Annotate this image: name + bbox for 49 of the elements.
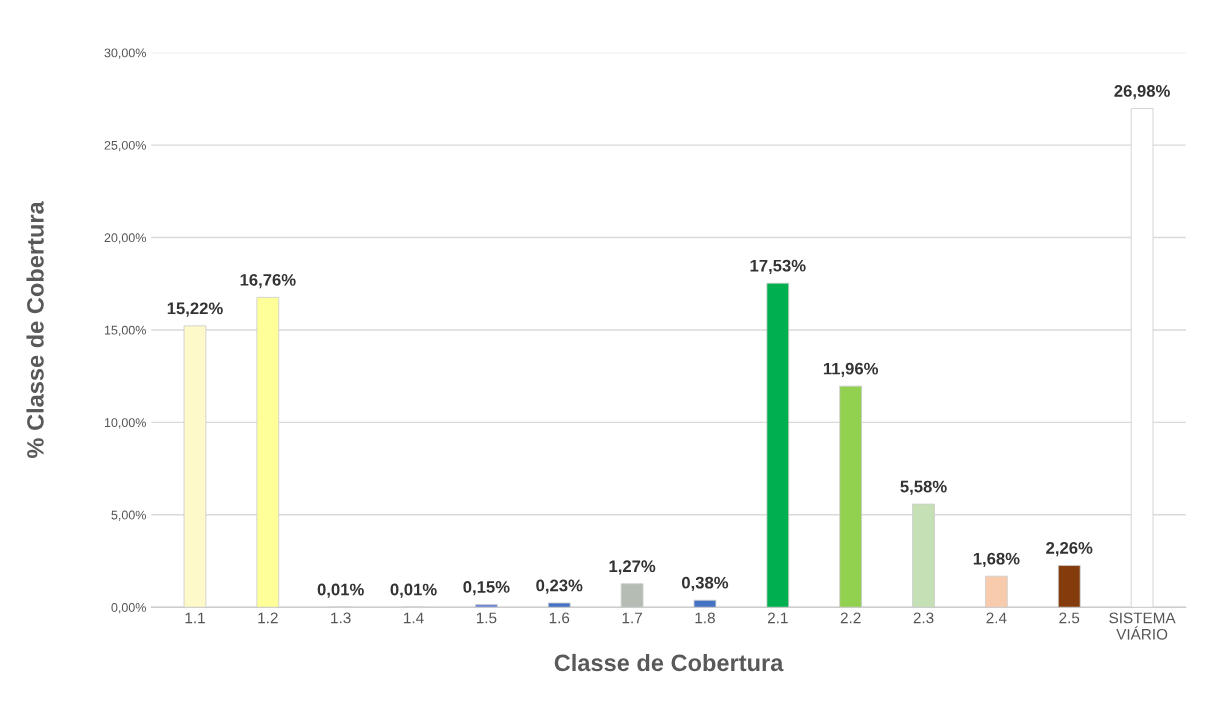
x-tick-label: SISTEMA VIÁRIO — [1109, 612, 1176, 640]
data-label: 1,68% — [973, 552, 1020, 567]
bar — [1057, 565, 1081, 608]
data-label: 0,38% — [681, 576, 729, 591]
bar — [620, 583, 644, 608]
data-label: 0,23% — [536, 579, 583, 594]
data-label: 0,15% — [463, 581, 510, 596]
x-tick-label: 2.3 — [913, 612, 934, 624]
y-tick-label: 20,00% — [104, 233, 146, 244]
x-tick-label: 2.2 — [840, 612, 861, 624]
y-tick-label: 10,00% — [104, 418, 146, 429]
bar — [912, 503, 935, 608]
x-tick-label: 2.5 — [1059, 612, 1080, 624]
data-label: 15,22% — [167, 302, 223, 317]
bar — [985, 575, 1008, 608]
bar — [475, 604, 498, 608]
x-tick-label: 1.3 — [331, 612, 351, 624]
x-tick-label: 1.1 — [185, 612, 205, 624]
data-label: 5,58% — [900, 480, 947, 495]
x-tick-label: 1.6 — [549, 612, 570, 624]
bar — [693, 599, 717, 608]
bar — [1130, 108, 1154, 608]
y-tick-label: 0,00% — [111, 603, 146, 614]
x-tick-label: 1.2 — [258, 612, 278, 624]
data-label: 0,01% — [390, 583, 437, 598]
x-tick-label: 1.7 — [622, 612, 642, 624]
bar — [547, 602, 571, 608]
bar — [839, 385, 863, 608]
data-label: 2,26% — [1046, 542, 1093, 557]
y-tick-label: 25,00% — [104, 140, 146, 152]
data-label: 17,53% — [750, 259, 806, 274]
y-axis-title: % Classe de Cobertura — [26, 201, 44, 458]
data-label: 1,27% — [609, 560, 656, 575]
x-tick-label: 2.1 — [767, 612, 788, 624]
x-axis-title: Classe de Cobertura — [554, 653, 784, 672]
bar — [256, 296, 280, 608]
bar — [766, 282, 790, 608]
x-tick-label: 1.5 — [476, 612, 497, 624]
data-label: 16,76% — [240, 273, 296, 289]
x-tick-label: 1.4 — [404, 612, 424, 624]
y-tick-label: 5,00% — [111, 510, 146, 521]
bar — [183, 325, 207, 608]
data-label: 0,01% — [317, 583, 364, 598]
data-label: 11,96% — [823, 362, 879, 377]
x-tick-label: 1.8 — [695, 612, 715, 624]
data-label: 26,98% — [1114, 85, 1170, 100]
y-tick-label: 30,00% — [104, 48, 146, 59]
x-tick-label: 2.4 — [986, 612, 1007, 624]
y-tick-label: 15,00% — [104, 325, 146, 337]
